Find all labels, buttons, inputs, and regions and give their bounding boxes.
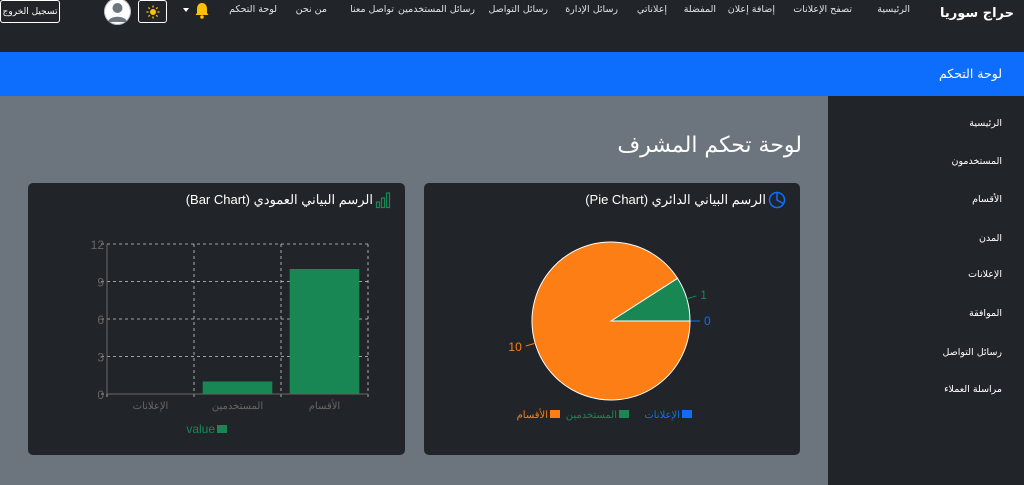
header-title: لوحة التحكم [938,66,1002,81]
pie-legend-label: الأقسام [517,409,548,421]
pie-legend-swatch [682,410,692,418]
navbar-spacer [0,33,1024,52]
pie-value-label: 10 [508,340,522,354]
pie-label-line [686,295,697,300]
pie-legend-swatch [550,410,560,418]
sidebar-item-contact-messages[interactable]: رسائل التواصل [942,347,1002,358]
bar-y-tick-label: 0 [97,388,104,402]
header-bar: لوحة التحكم [0,52,1024,96]
bar-chart-card: الرسم البياني العمودي (Bar Chart) 0 3 6 9 12… [28,183,405,455]
pie-card-title: الرسم البياني الدائري (Pie Chart) [585,192,766,207]
nav-link-home[interactable]: الرئيسية [877,4,910,15]
bar-legend-swatch [217,425,227,433]
bar-card-title: الرسم البياني العمودي (Bar Chart) [185,192,373,207]
sidebar-item-users[interactable]: المستخدمون [951,156,1002,167]
bar-chart: 0 3 6 9 12 الإعلانات المستخدمين الأقسام value [91,238,369,436]
sidebar-item-categories[interactable]: الأقسام [972,194,1002,205]
bar-y-tick-label: 12 [91,238,105,252]
nav-link-browse-ads[interactable]: تصفح الإعلانات [793,4,852,15]
bar-chart-icon [375,192,391,209]
pie-legend-swatch [619,410,629,418]
sidebar-item-home[interactable]: الرئيسية [969,118,1002,129]
top-navbar: حراج سوريا الرئيسية تصفح الإعلانات إضافة… [0,0,1024,33]
user-avatar[interactable] [104,0,131,25]
nav-link-about-us[interactable]: من نحن [295,4,327,15]
nav-link-user-messages[interactable]: رسائل المستخدمين [398,4,475,15]
bar-x-tick-label: الأقسام [309,400,340,412]
logout-button[interactable]: تسجيل الخروج [0,0,60,23]
pie-chart: 0 1 10 الإعلانات المستخدمين الأقسام [508,241,711,421]
nav-link-dashboard[interactable]: لوحة التحكم [229,4,277,15]
nav-link-add-ad[interactable]: إضافة إعلان [727,4,775,15]
bar-x-tick-label: المستخدمين [212,401,263,412]
bar-y-tick-label: 9 [97,276,104,290]
sidebar-item-customer-messaging[interactable]: مراسلة العملاء [944,384,1002,395]
chevron-down-icon[interactable] [183,8,189,12]
theme-toggle-button[interactable] [138,0,167,23]
sidebar-item-ads[interactable]: الإعلانات [968,269,1002,280]
sun-icon [146,5,159,18]
brand-logo[interactable]: حراج سوريا [940,6,1014,21]
bar-x-tick-label: الإعلانات [133,401,169,412]
pie-card-header: الرسم البياني الدائري (Pie Chart) [585,191,786,209]
nav-link-contact-us[interactable]: تواصل معنا [350,4,394,15]
notifications-bell-icon[interactable] [192,1,212,21]
sidebar: الرئيسية المستخدمون الأقسام المدن الإعلا… [828,96,1024,485]
pie-value-label: 0 [704,314,711,328]
bar-y-tick-label: 3 [97,351,104,365]
nav-link-contact-messages[interactable]: رسائل التواصل [488,4,548,15]
pie-chart-icon [768,191,786,209]
pie-value-label: 1 [700,288,707,302]
bar [202,381,273,394]
bar-legend-label: value [186,422,215,436]
nav-link-favorites[interactable]: المفضلة [683,4,716,15]
bar-card-header: الرسم البياني العمودي (Bar Chart) [186,191,391,209]
bar-y-tick-label: 6 [97,313,104,327]
nav-link-admin-messages[interactable]: رسائل الإدارة [565,4,618,15]
sidebar-item-approval[interactable]: الموافقة [968,308,1002,319]
pie-chart-card: الرسم البياني الدائري (Pie Chart) 0 1 10 ال… [424,183,800,455]
pie-legend-label: المستخدمين [566,410,617,421]
pie-slice [531,241,691,401]
pie-label-line [525,342,536,347]
sidebar-item-cities[interactable]: المدن [979,233,1002,244]
page-title: لوحة تحكم المشرف [617,133,802,158]
nav-link-my-ads[interactable]: إعلاناتي [636,4,667,15]
pie-legend-label: الإعلانات [644,410,680,421]
bar [289,269,360,394]
